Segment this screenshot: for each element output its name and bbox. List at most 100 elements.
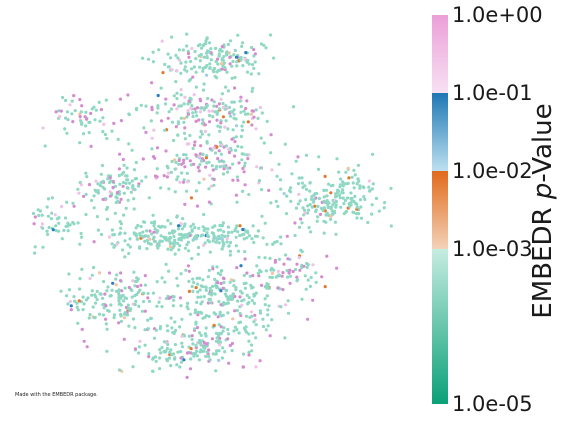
scatter-point: [323, 285, 327, 289]
scatter-point: [203, 129, 208, 133]
scatter-point: [264, 269, 268, 273]
scatter-point: [323, 209, 327, 213]
scatter-point: [282, 262, 286, 266]
scatter-point: [105, 217, 109, 221]
scatter-point: [358, 198, 363, 202]
scatter-point: [258, 309, 262, 313]
scatter-point: [207, 355, 211, 359]
scatter-point: [237, 161, 241, 165]
scatter-point: [219, 62, 224, 66]
scatter-point: [46, 232, 50, 237]
scatter-point: [330, 209, 334, 213]
scatter-point: [80, 267, 84, 271]
scatter-point: [160, 39, 164, 43]
scatter-point: [194, 234, 198, 238]
scatter-point: [172, 330, 177, 334]
scatter-point: [314, 208, 318, 212]
scatter-point: [339, 177, 343, 181]
scatter-point: [268, 334, 272, 338]
scatter-point: [333, 195, 338, 199]
scatter-point: [165, 324, 169, 328]
scatter-point: [242, 152, 246, 156]
scatter-point: [355, 202, 359, 206]
scatter-point: [233, 86, 237, 90]
scatter-point: [389, 186, 393, 190]
scatter-point: [173, 343, 177, 347]
scatter-point: [203, 332, 207, 336]
scatter-point: [146, 318, 150, 322]
scatter-point: [203, 241, 207, 245]
scatter-point: [351, 181, 355, 185]
scatter-point: [201, 44, 205, 48]
scatter-point: [185, 69, 189, 73]
scatter-point: [117, 290, 121, 294]
scatter-point: [214, 369, 218, 373]
scatter-point: [206, 96, 210, 101]
scatter-point: [177, 104, 181, 108]
scatter-point: [179, 350, 183, 354]
scatter-point: [291, 105, 296, 109]
scatter-point: [194, 119, 198, 123]
scatter-point: [246, 120, 250, 124]
scatter-point: [196, 44, 200, 48]
scatter-point: [304, 153, 309, 157]
scatter-point: [281, 287, 285, 292]
scatter-point: [166, 171, 171, 175]
scatter-point: [227, 361, 231, 365]
scatter-point: [76, 187, 80, 191]
scatter-point: [144, 104, 148, 108]
scatter-point: [222, 61, 226, 65]
scatter-point: [219, 97, 223, 101]
scatter-point: [227, 51, 231, 55]
scatter-point: [94, 190, 98, 194]
scatter-point: [185, 375, 189, 379]
scatter-point: [104, 317, 108, 321]
scatter-point: [235, 175, 239, 179]
scatter-point: [226, 225, 230, 229]
scatter-point: [248, 274, 252, 278]
scatter-point: [269, 133, 273, 137]
scatter-point: [300, 181, 304, 185]
scatter-point: [122, 163, 126, 167]
scatter-point: [240, 158, 244, 162]
scatter-point: [342, 182, 346, 186]
scatter-point: [176, 175, 180, 179]
scatter-point: [123, 286, 127, 290]
scatter-point: [215, 110, 220, 114]
scatter-point: [254, 127, 258, 131]
scatter-point: [228, 55, 232, 60]
scatter-point: [126, 303, 130, 307]
scatter-point: [95, 215, 99, 219]
scatter-point: [207, 240, 212, 244]
scatter-point: [221, 172, 226, 176]
scatter-point: [383, 201, 387, 205]
scatter-point: [76, 321, 80, 325]
scatter-point: [139, 224, 143, 229]
scatter-point: [201, 345, 206, 349]
scatter-point: [84, 110, 88, 114]
scatter-point: [352, 211, 356, 215]
scatter-point: [224, 104, 228, 108]
scatter-point: [205, 141, 209, 145]
scatter-point: [261, 317, 265, 321]
scatter-point: [72, 204, 76, 208]
scatter-point: [170, 326, 174, 330]
scatter-point: [178, 365, 182, 369]
scatter-point: [225, 237, 229, 241]
scatter-point: [227, 147, 231, 151]
scatter-point: [107, 271, 112, 275]
scatter-point: [209, 293, 214, 297]
scatter-point: [239, 55, 243, 60]
scatter-point: [119, 319, 123, 323]
scatter-point: [366, 220, 370, 225]
scatter-point: [101, 130, 105, 134]
scatter-point: [173, 167, 177, 171]
scatter-point: [131, 317, 136, 321]
scatter-point: [197, 118, 201, 122]
scatter-point: [204, 165, 208, 169]
scatter-point: [59, 289, 63, 293]
scatter-point: [334, 199, 338, 204]
scatter-point: [210, 148, 214, 152]
scatter-point: [217, 68, 221, 73]
scatter-point: [121, 157, 125, 162]
